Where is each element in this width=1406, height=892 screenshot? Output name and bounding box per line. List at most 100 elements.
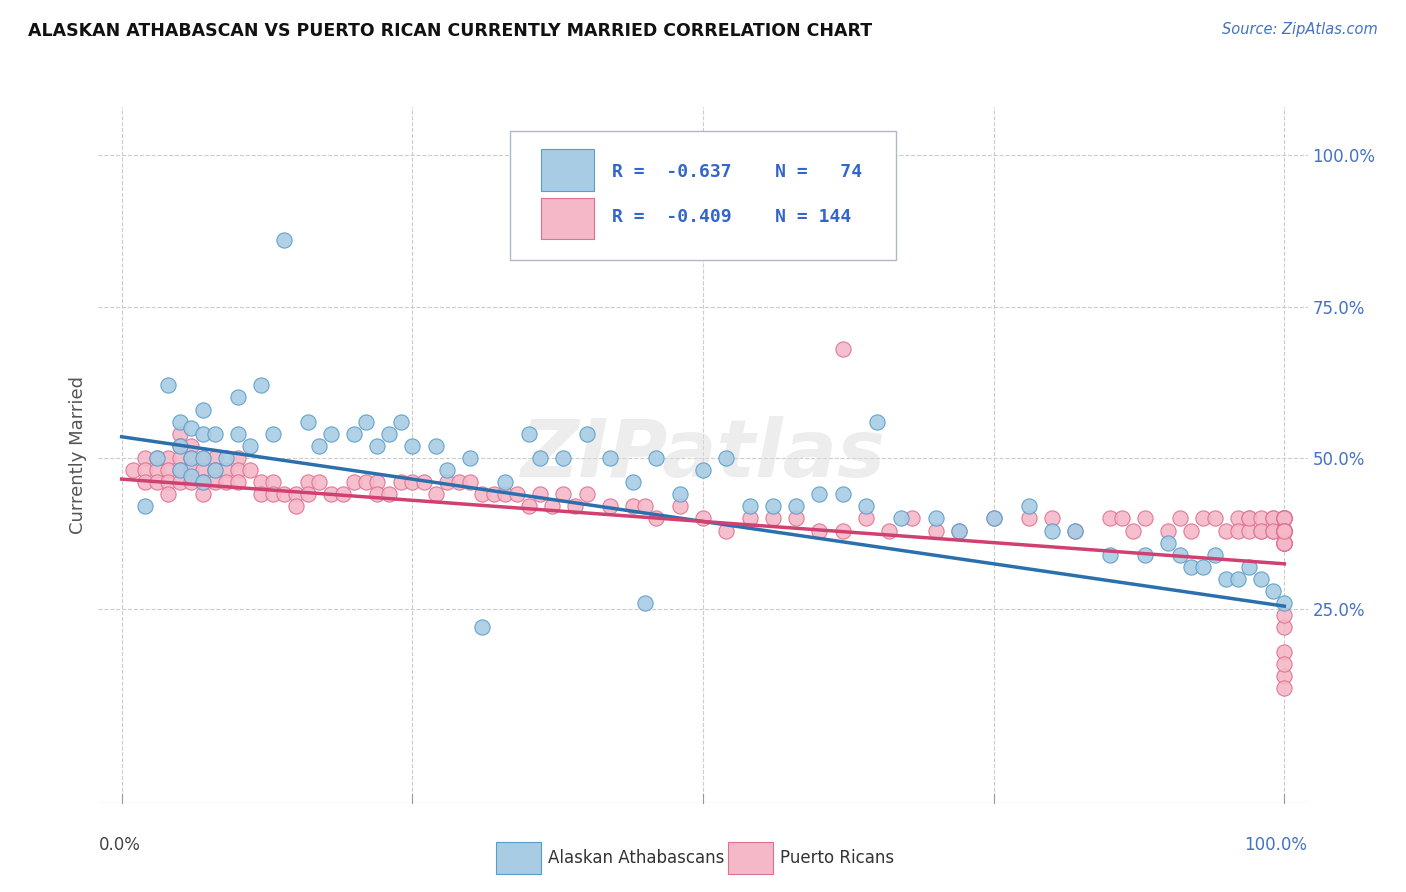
- Point: [1261, 584, 1284, 599]
- Point: [1250, 524, 1272, 538]
- Point: [738, 511, 761, 525]
- Point: [134, 500, 156, 514]
- Point: [1192, 511, 1215, 525]
- Point: [180, 439, 202, 453]
- Text: Source: ZipAtlas.com: Source: ZipAtlas.com: [1222, 22, 1378, 37]
- Point: [460, 475, 482, 490]
- Point: [1272, 524, 1295, 538]
- FancyBboxPatch shape: [541, 198, 595, 239]
- Point: [354, 475, 377, 490]
- Point: [529, 450, 551, 465]
- Point: [762, 511, 785, 525]
- Point: [226, 426, 249, 441]
- Point: [575, 487, 598, 501]
- Point: [239, 463, 262, 477]
- Point: [191, 450, 214, 465]
- Point: [1272, 511, 1295, 525]
- Point: [389, 415, 412, 429]
- Point: [1272, 596, 1295, 610]
- Point: [343, 475, 366, 490]
- Point: [1168, 548, 1191, 562]
- Point: [1272, 608, 1295, 623]
- Text: R =  -0.409    N = 144: R = -0.409 N = 144: [613, 208, 852, 226]
- Point: [1272, 511, 1295, 525]
- Point: [169, 439, 191, 453]
- Text: ALASKAN ATHABASCAN VS PUERTO RICAN CURRENTLY MARRIED CORRELATION CHART: ALASKAN ATHABASCAN VS PUERTO RICAN CURRE…: [28, 22, 872, 40]
- Point: [413, 475, 436, 490]
- Point: [1250, 572, 1272, 586]
- Point: [1261, 511, 1284, 525]
- Point: [297, 475, 319, 490]
- Point: [1239, 559, 1261, 574]
- Point: [1272, 524, 1295, 538]
- Point: [239, 439, 262, 453]
- Point: [716, 450, 738, 465]
- Point: [1272, 524, 1295, 538]
- Point: [924, 524, 946, 538]
- Point: [762, 500, 785, 514]
- Point: [204, 450, 226, 465]
- Point: [204, 475, 226, 490]
- Point: [226, 475, 249, 490]
- Point: [169, 415, 191, 429]
- Point: [1018, 500, 1040, 514]
- Point: [157, 475, 180, 490]
- Point: [1261, 524, 1284, 538]
- Point: [1204, 511, 1226, 525]
- Point: [1168, 511, 1191, 525]
- Point: [1226, 511, 1249, 525]
- Point: [180, 450, 202, 465]
- Point: [1272, 535, 1295, 549]
- Point: [1098, 548, 1121, 562]
- Point: [226, 450, 249, 465]
- Point: [157, 378, 180, 392]
- Point: [145, 463, 167, 477]
- Point: [716, 524, 738, 538]
- Point: [191, 450, 214, 465]
- Point: [668, 500, 690, 514]
- Point: [1272, 535, 1295, 549]
- Point: [575, 426, 598, 441]
- Point: [145, 475, 167, 490]
- Point: [285, 500, 308, 514]
- Y-axis label: Currently Married: Currently Married: [69, 376, 87, 534]
- Point: [1098, 511, 1121, 525]
- Point: [808, 487, 831, 501]
- Text: Puerto Ricans: Puerto Ricans: [780, 849, 894, 867]
- Point: [169, 463, 191, 477]
- Point: [668, 487, 690, 501]
- Point: [250, 487, 273, 501]
- Point: [297, 487, 319, 501]
- Point: [250, 475, 273, 490]
- Point: [401, 439, 423, 453]
- Point: [1272, 535, 1295, 549]
- Point: [366, 487, 388, 501]
- Point: [1272, 535, 1295, 549]
- Point: [471, 487, 494, 501]
- Point: [1272, 524, 1295, 538]
- Point: [1272, 511, 1295, 525]
- Point: [460, 450, 482, 465]
- Point: [1215, 572, 1237, 586]
- Point: [226, 391, 249, 405]
- Point: [191, 475, 214, 490]
- Point: [855, 511, 877, 525]
- Point: [1192, 559, 1215, 574]
- Point: [425, 487, 447, 501]
- Point: [1261, 524, 1284, 538]
- Point: [924, 511, 946, 525]
- Point: [645, 511, 668, 525]
- Point: [1272, 524, 1295, 538]
- Text: Alaskan Athabascans: Alaskan Athabascans: [548, 849, 724, 867]
- Point: [1133, 511, 1156, 525]
- Point: [471, 620, 494, 634]
- Point: [191, 487, 214, 501]
- Point: [948, 524, 970, 538]
- Point: [122, 463, 145, 477]
- Point: [1157, 524, 1180, 538]
- Point: [1272, 524, 1295, 538]
- Point: [1226, 524, 1249, 538]
- Point: [436, 463, 458, 477]
- Point: [1180, 524, 1202, 538]
- Point: [494, 475, 516, 490]
